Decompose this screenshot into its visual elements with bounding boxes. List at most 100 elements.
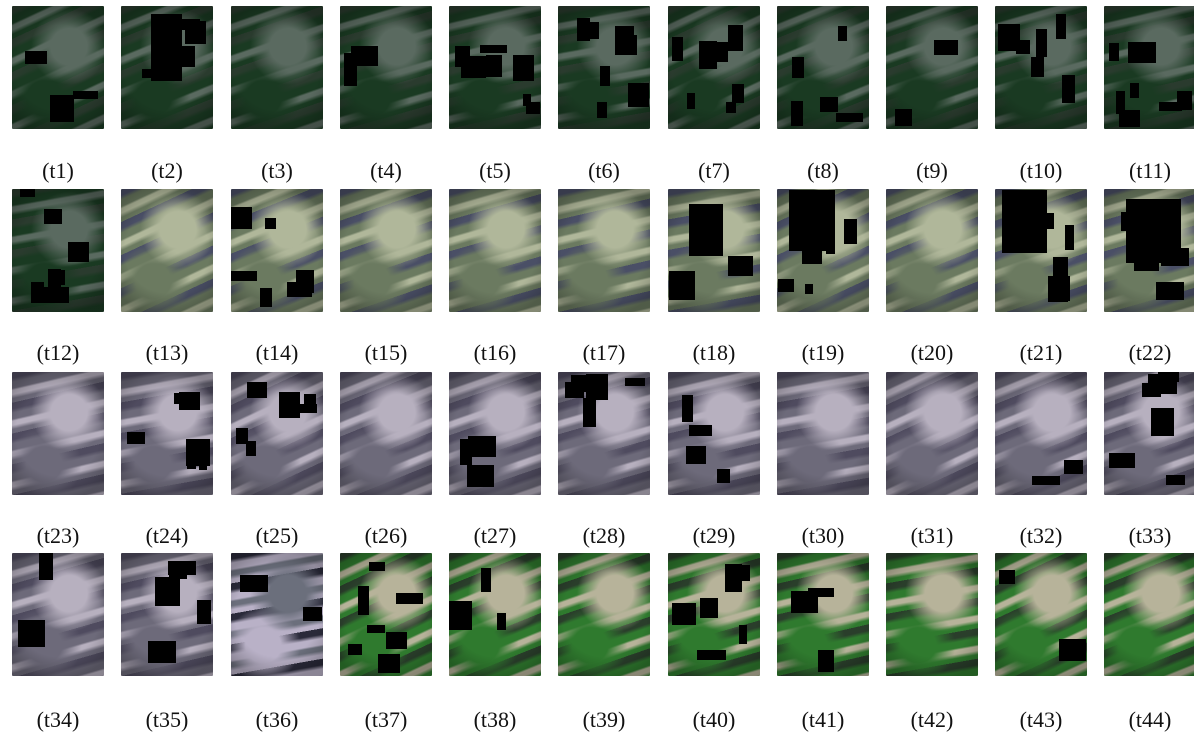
- missing-data-patch: [820, 97, 838, 112]
- missing-data-patch: [358, 586, 369, 615]
- satellite-thumbnail: [1104, 372, 1194, 495]
- panel-caption: (t33): [1128, 523, 1172, 548]
- satellite-thumbnail: [777, 189, 869, 312]
- missing-data-patch: [577, 18, 590, 41]
- missing-data-patch: [231, 271, 257, 281]
- missing-data-patch: [1142, 383, 1161, 397]
- missing-data-patch: [265, 218, 276, 229]
- missing-data-patch: [587, 22, 599, 39]
- missing-data-patch: [247, 382, 267, 398]
- satellite-thumbnail: [777, 553, 869, 676]
- panel-caption: (t42): [910, 707, 954, 732]
- missing-data-patch: [600, 66, 610, 86]
- satellite-thumbnail: [668, 372, 760, 495]
- missing-data-patch: [169, 571, 187, 579]
- missing-data-patch: [31, 282, 44, 303]
- missing-data-patch: [1065, 225, 1074, 250]
- missing-data-patch: [732, 84, 744, 103]
- satellite-thumbnail: [121, 553, 213, 676]
- missing-data-patch: [597, 102, 607, 118]
- panel-caption: (t26): [364, 523, 408, 548]
- satellite-thumbnail: [121, 372, 213, 495]
- satellite-thumbnail: [231, 6, 323, 129]
- missing-data-patch: [836, 113, 863, 122]
- missing-data-patch: [934, 40, 958, 55]
- missing-data-patch: [467, 465, 494, 487]
- satellite-thumbnail: [121, 189, 213, 312]
- missing-data-patch: [672, 603, 696, 625]
- missing-data-patch: [1048, 289, 1068, 302]
- panel-caption: (t31): [910, 523, 954, 548]
- satellite-thumbnail: [449, 553, 541, 676]
- missing-data-patch: [818, 650, 834, 672]
- satellite-thumbnail: [121, 6, 213, 129]
- panel-caption: (t38): [473, 707, 517, 732]
- missing-data-patch: [697, 650, 726, 660]
- missing-data-patch: [689, 425, 712, 436]
- missing-data-patch: [739, 625, 747, 644]
- missing-data-patch: [56, 270, 65, 285]
- missing-data-patch: [39, 553, 53, 580]
- satellite-thumbnail: [558, 6, 650, 129]
- panel-caption: (t44): [1128, 707, 1172, 732]
- panel-caption: (t28): [582, 523, 626, 548]
- missing-data-patch: [838, 26, 847, 41]
- missing-data-patch: [1130, 83, 1139, 98]
- satellite-thumbnail: [449, 372, 541, 495]
- missing-data-patch: [802, 248, 822, 264]
- satellite-thumbnail: [1104, 6, 1194, 129]
- panel-caption: (t35): [145, 707, 189, 732]
- missing-data-patch: [672, 37, 683, 61]
- missing-data-patch: [296, 270, 314, 293]
- missing-data-patch: [44, 209, 62, 224]
- satellite-thumbnail: [886, 6, 978, 129]
- satellite-thumbnail: [12, 6, 104, 129]
- panel-caption: (t22): [1128, 340, 1172, 365]
- panel-caption: (t17): [582, 340, 626, 365]
- panel-caption: (t29): [692, 523, 736, 548]
- satellite-thumbnail: [340, 372, 432, 495]
- panel-caption: (t4): [370, 158, 402, 183]
- panel-caption: (t39): [582, 707, 626, 732]
- missing-data-patch: [1109, 43, 1119, 61]
- missing-data-patch: [728, 25, 743, 51]
- satellite-thumbnail: [995, 553, 1087, 676]
- missing-data-patch: [1053, 257, 1068, 277]
- missing-data-patch: [18, 620, 45, 647]
- satellite-thumbnail: [449, 189, 541, 312]
- missing-data-patch: [351, 46, 378, 66]
- missing-data-patch: [50, 95, 74, 122]
- missing-data-patch: [1036, 29, 1047, 57]
- missing-data-patch: [1128, 42, 1156, 63]
- missing-data-patch: [1158, 372, 1179, 382]
- missing-data-patch: [344, 53, 353, 62]
- missing-data-patch: [615, 35, 637, 55]
- missing-data-patch: [246, 441, 256, 456]
- panel-caption: (t30): [801, 523, 845, 548]
- missing-data-patch: [513, 55, 534, 81]
- missing-data-patch: [725, 564, 742, 592]
- missing-data-patch: [231, 207, 252, 229]
- missing-data-patch: [1031, 57, 1044, 77]
- missing-data-patch: [687, 93, 695, 109]
- panel-caption: (t2): [151, 158, 183, 183]
- missing-data-patch: [1016, 40, 1030, 54]
- panel-caption: (t32): [1019, 523, 1063, 548]
- missing-data-patch: [142, 69, 155, 78]
- panel-caption: (t1): [42, 158, 74, 183]
- panel-caption: (t3): [261, 158, 293, 183]
- missing-data-patch: [1109, 453, 1135, 468]
- missing-data-patch: [682, 395, 693, 422]
- missing-data-patch: [148, 641, 176, 663]
- missing-data-patch: [689, 204, 723, 256]
- satellite-thumbnail: [231, 553, 323, 676]
- satellite-thumbnail: [886, 372, 978, 495]
- missing-data-patch: [369, 562, 385, 571]
- panel-caption: (t8): [807, 158, 839, 183]
- missing-data-patch: [185, 21, 206, 44]
- satellite-thumbnail: [340, 6, 432, 129]
- panel-caption: (t13): [145, 340, 189, 365]
- missing-data-patch: [396, 593, 423, 604]
- missing-data-patch: [186, 439, 210, 466]
